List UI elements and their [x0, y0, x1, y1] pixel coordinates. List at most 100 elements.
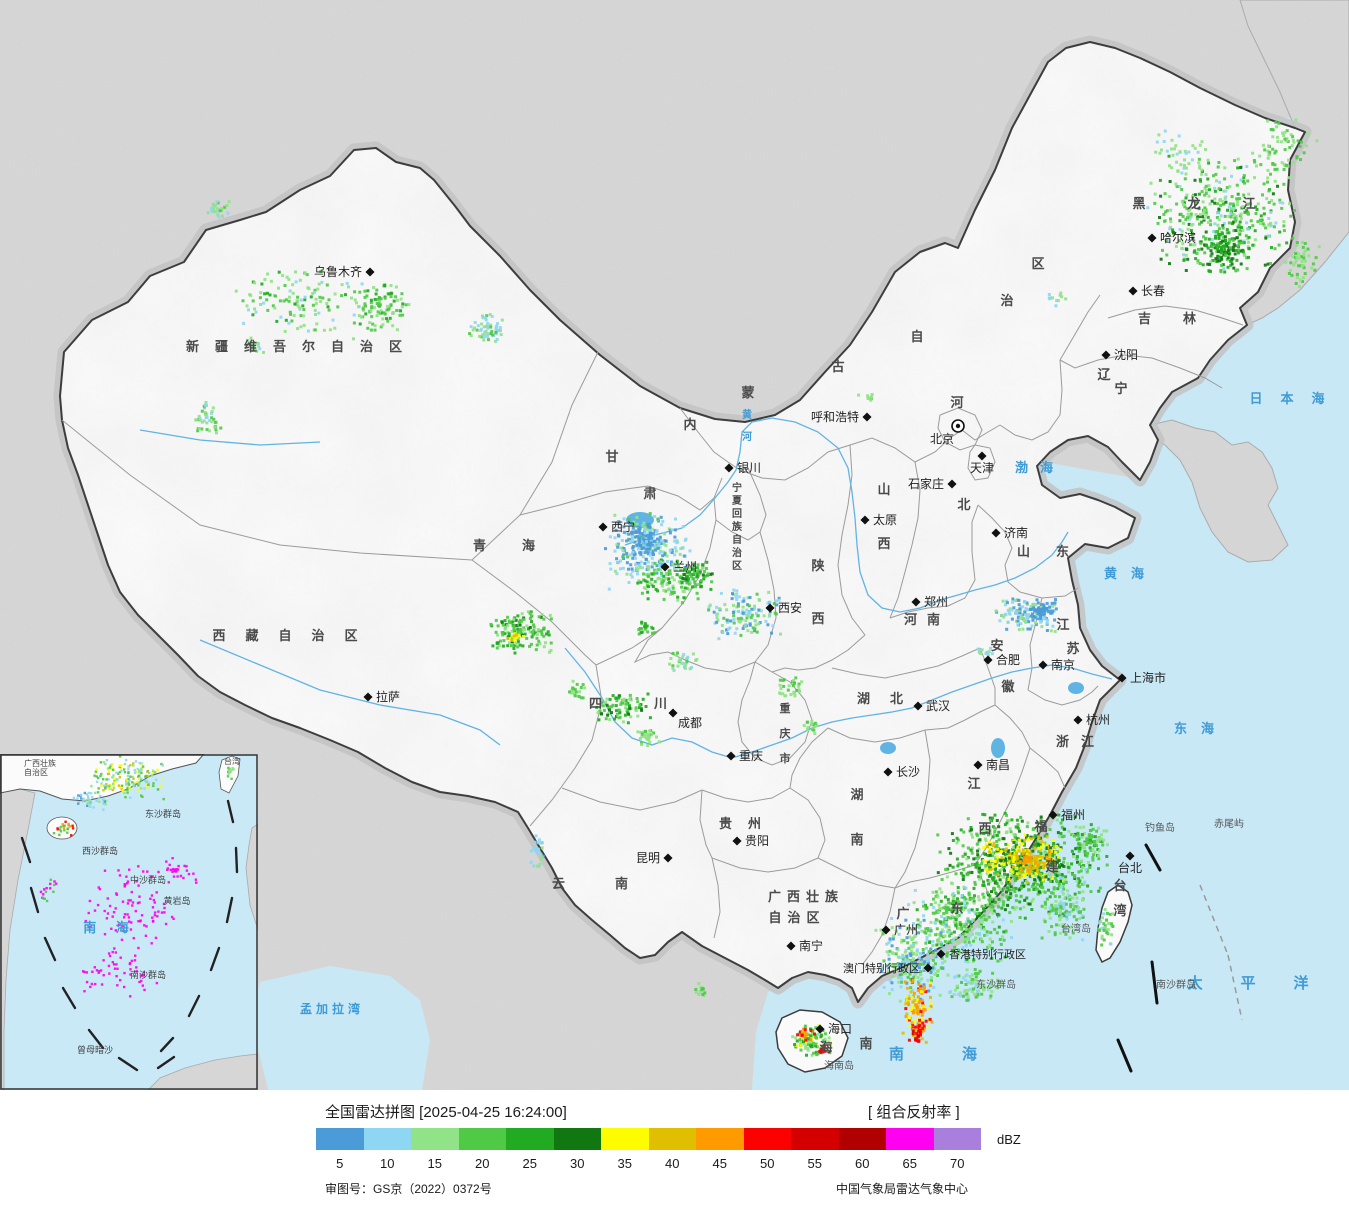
isl-label: 赤尾屿 — [1214, 818, 1244, 830]
colorbar — [316, 1128, 981, 1150]
inset-label: 中沙群岛 — [130, 874, 166, 885]
echo-cluster — [796, 1027, 816, 1042]
city-marker — [732, 836, 742, 846]
city-marker — [860, 515, 870, 525]
city-marker — [668, 708, 678, 718]
province-label: 自治区 — [768, 910, 825, 925]
colorbar-tick-35: 35 — [617, 1156, 632, 1171]
colorbar-tick-65: 65 — [902, 1156, 917, 1171]
province-label: 云南 — [552, 876, 678, 891]
sea-label: 东海 — [1174, 721, 1228, 736]
echo-cluster — [52, 820, 75, 837]
colorbar-tick-20: 20 — [475, 1156, 490, 1171]
inset-label: 南 海 — [83, 920, 137, 935]
credit-label: 中国气象局雷达气象中心 — [836, 1182, 969, 1196]
river-label: 黄河 — [742, 408, 752, 443]
province-label: 西 — [978, 821, 991, 836]
province-label: 吉林 — [1138, 311, 1228, 326]
echo-cluster — [529, 834, 545, 868]
city-label: 上海市 — [1130, 670, 1166, 685]
city-label: 西宁 — [611, 519, 635, 534]
city-marker — [598, 522, 608, 532]
province-label: 青海 — [473, 538, 571, 553]
colorbar-swatch-70 — [933, 1128, 981, 1150]
sea-label: 渤海 — [1015, 460, 1065, 475]
city-label: 海口 — [828, 1021, 852, 1036]
province-label: 山东 — [1017, 544, 1095, 559]
city-marker — [883, 767, 893, 777]
echo-cluster — [637, 620, 657, 636]
city-marker — [1048, 810, 1058, 820]
echo-cluster — [1154, 129, 1207, 175]
echo-cluster — [1097, 908, 1115, 947]
colorbar-tick-25: 25 — [522, 1156, 537, 1171]
echo-cluster — [778, 676, 804, 698]
isl-label: 海南岛 — [824, 1059, 854, 1072]
province-label: 重庆市 — [779, 701, 791, 765]
echo-cluster — [668, 651, 699, 672]
city-label: 拉萨 — [376, 689, 400, 704]
province-label: 内 — [683, 417, 696, 432]
colorbar-swatch-20 — [458, 1128, 506, 1150]
echo-cluster — [595, 692, 652, 725]
city-label: 西安 — [778, 600, 802, 615]
echo-cluster — [694, 982, 707, 997]
colorbar-tick-15: 15 — [427, 1156, 442, 1171]
city-marker — [913, 701, 923, 711]
city-label: 北京 — [930, 432, 954, 446]
colorbar-swatch-35 — [601, 1128, 649, 1150]
colorbar-swatch-60 — [838, 1128, 886, 1150]
province-label: 四川 — [589, 696, 719, 711]
province-label: 黑龙江 — [1132, 196, 1297, 211]
echo-cluster — [226, 766, 235, 780]
inset-label: 南沙群岛 — [130, 969, 166, 980]
province-label: 山 — [877, 482, 890, 497]
city-label: 昆明 — [636, 851, 660, 865]
colorbar-tick-60: 60 — [855, 1156, 870, 1171]
province-label: 江 — [1056, 617, 1069, 632]
echo-cluster — [468, 313, 504, 343]
echo-cluster — [568, 679, 587, 700]
city-label: 重庆 — [739, 749, 763, 763]
province-label: 治 — [1000, 293, 1013, 308]
echo-cluster — [1070, 823, 1109, 864]
colorbar-swatch-30 — [553, 1128, 601, 1150]
echo-cluster — [628, 523, 667, 557]
isl-label: 南沙群岛 — [1156, 978, 1196, 991]
city-layer: 乌鲁木齐拉萨西宁兰州银川西安成都重庆贵阳昆明南宁海口北京天津石家庄太原呼和浩特沈… — [314, 230, 1196, 1036]
echo-cluster — [1191, 228, 1251, 274]
province-label: 肃 — [643, 486, 656, 501]
city-label: 合肥 — [996, 652, 1020, 667]
echo-cluster — [1039, 868, 1088, 942]
colorbar-swatch-40 — [648, 1128, 696, 1150]
province-label: 陕 — [811, 558, 825, 573]
colorbar-swatch-50 — [743, 1128, 791, 1150]
city-label: 石家庄 — [908, 476, 944, 491]
city-marker — [1117, 673, 1127, 683]
echo-cluster — [194, 401, 223, 435]
province-label: 西藏自治区 — [212, 628, 377, 643]
city-label: 武汉 — [926, 699, 950, 713]
echo-cluster — [1284, 236, 1321, 289]
province-label: 蒙 — [741, 385, 754, 400]
echo-cluster — [84, 865, 175, 945]
province-label: 北 — [957, 497, 970, 512]
echo-cluster — [707, 588, 782, 641]
city-marker — [881, 925, 891, 935]
province-label: 南 — [859, 1036, 872, 1051]
echo-cluster — [1047, 291, 1068, 308]
city-label: 贵阳 — [745, 834, 769, 848]
echo-cluster — [976, 646, 994, 657]
province-label: 广西壮族 — [768, 889, 844, 904]
inset-label: 曾母暗沙 — [77, 1044, 113, 1055]
city-marker — [363, 692, 373, 702]
city-label: 成都 — [678, 716, 702, 730]
echo-cluster — [802, 719, 819, 735]
city-marker — [1038, 660, 1048, 670]
echo-cluster — [72, 791, 108, 811]
sea-label: 日本海 — [1249, 391, 1342, 406]
echo-cluster — [911, 1018, 928, 1043]
inset-label: 台湾 — [224, 756, 240, 766]
echo-cluster — [907, 882, 1015, 973]
